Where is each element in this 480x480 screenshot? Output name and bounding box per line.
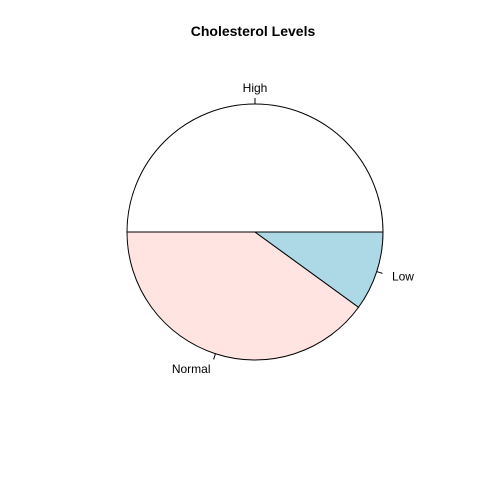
pie-label-normal: Normal	[172, 362, 211, 376]
pie-slice-normal	[126, 231, 360, 361]
pie-slice-low	[253, 231, 384, 308]
pie-slice-high	[126, 103, 384, 233]
pie-label-high: High	[243, 81, 268, 95]
chart-title: Cholesterol Levels	[191, 23, 316, 39]
pie-label-low: Low	[392, 270, 414, 284]
leader-line-normal	[213, 353, 216, 360]
pie-slices	[126, 103, 384, 361]
pie-labels: High Normal Low	[172, 81, 414, 376]
leader-line-low	[376, 271, 383, 274]
